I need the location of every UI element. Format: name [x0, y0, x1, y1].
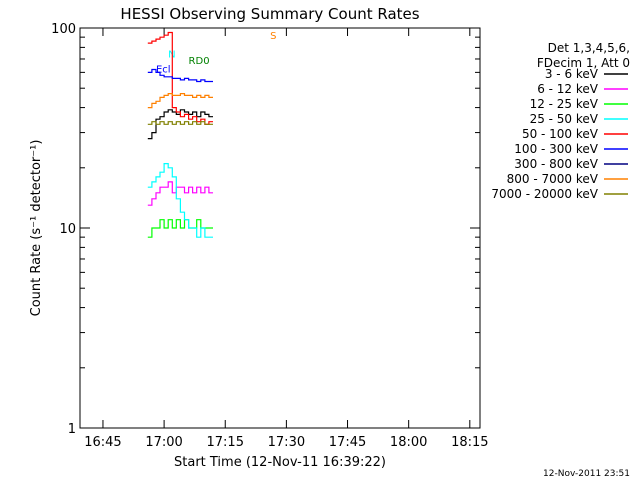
x-axis-label: Start Time (12-Nov-11 16:39:22)	[174, 455, 386, 470]
legend-label: 3 - 6 keV	[545, 67, 599, 81]
legend-label: 7000 - 20000 keV	[491, 187, 598, 201]
series-line-1	[147, 181, 213, 206]
legend-label: 6 - 12 keV	[537, 82, 599, 96]
x-tick-label: 17:45	[329, 435, 366, 450]
x-tick-label: 17:15	[207, 435, 244, 450]
y-tick-label: 1	[68, 422, 76, 437]
chart-title: HESSI Observing Summary Count Rates	[120, 5, 419, 23]
x-tick-label: 17:30	[268, 435, 305, 450]
annotation-ecl: Ecl	[156, 64, 171, 75]
legend-label: 50 - 100 keV	[522, 127, 599, 141]
footer-date: 12-Nov-2011 23:51	[543, 469, 630, 479]
y-axis-label: Count Rate (s⁻¹ detector⁻¹)	[29, 140, 44, 317]
series-line-7	[147, 93, 213, 109]
legend-header-line-2: FDecim 1, Att 0	[537, 56, 630, 70]
series-line-3	[147, 163, 213, 238]
annotation-rd0: RD0	[189, 56, 210, 67]
series-line-4	[147, 31, 213, 125]
annotation-s: S	[270, 31, 276, 42]
x-tick-label: 17:00	[145, 435, 182, 450]
y-tick-label: 100	[51, 22, 76, 37]
legend-label: 25 - 50 keV	[530, 112, 599, 126]
x-tick-label: 16:45	[84, 435, 121, 450]
x-tick-label: 18:15	[451, 435, 488, 450]
x-tick-label: 18:00	[390, 435, 427, 450]
series-line-5	[147, 68, 213, 83]
legend-label: 800 - 7000 keV	[507, 172, 599, 186]
legend-label: 12 - 25 keV	[530, 97, 599, 111]
y-tick-label: 10	[59, 222, 76, 237]
legend-header-line-1: Det 1,3,4,5,6,	[548, 41, 630, 55]
legend-label: 300 - 800 keV	[514, 157, 598, 171]
plot-frame	[79, 27, 481, 429]
series-line-2	[147, 219, 213, 238]
series-line-8	[147, 121, 213, 125]
legend-label: 100 - 300 keV	[514, 142, 598, 156]
